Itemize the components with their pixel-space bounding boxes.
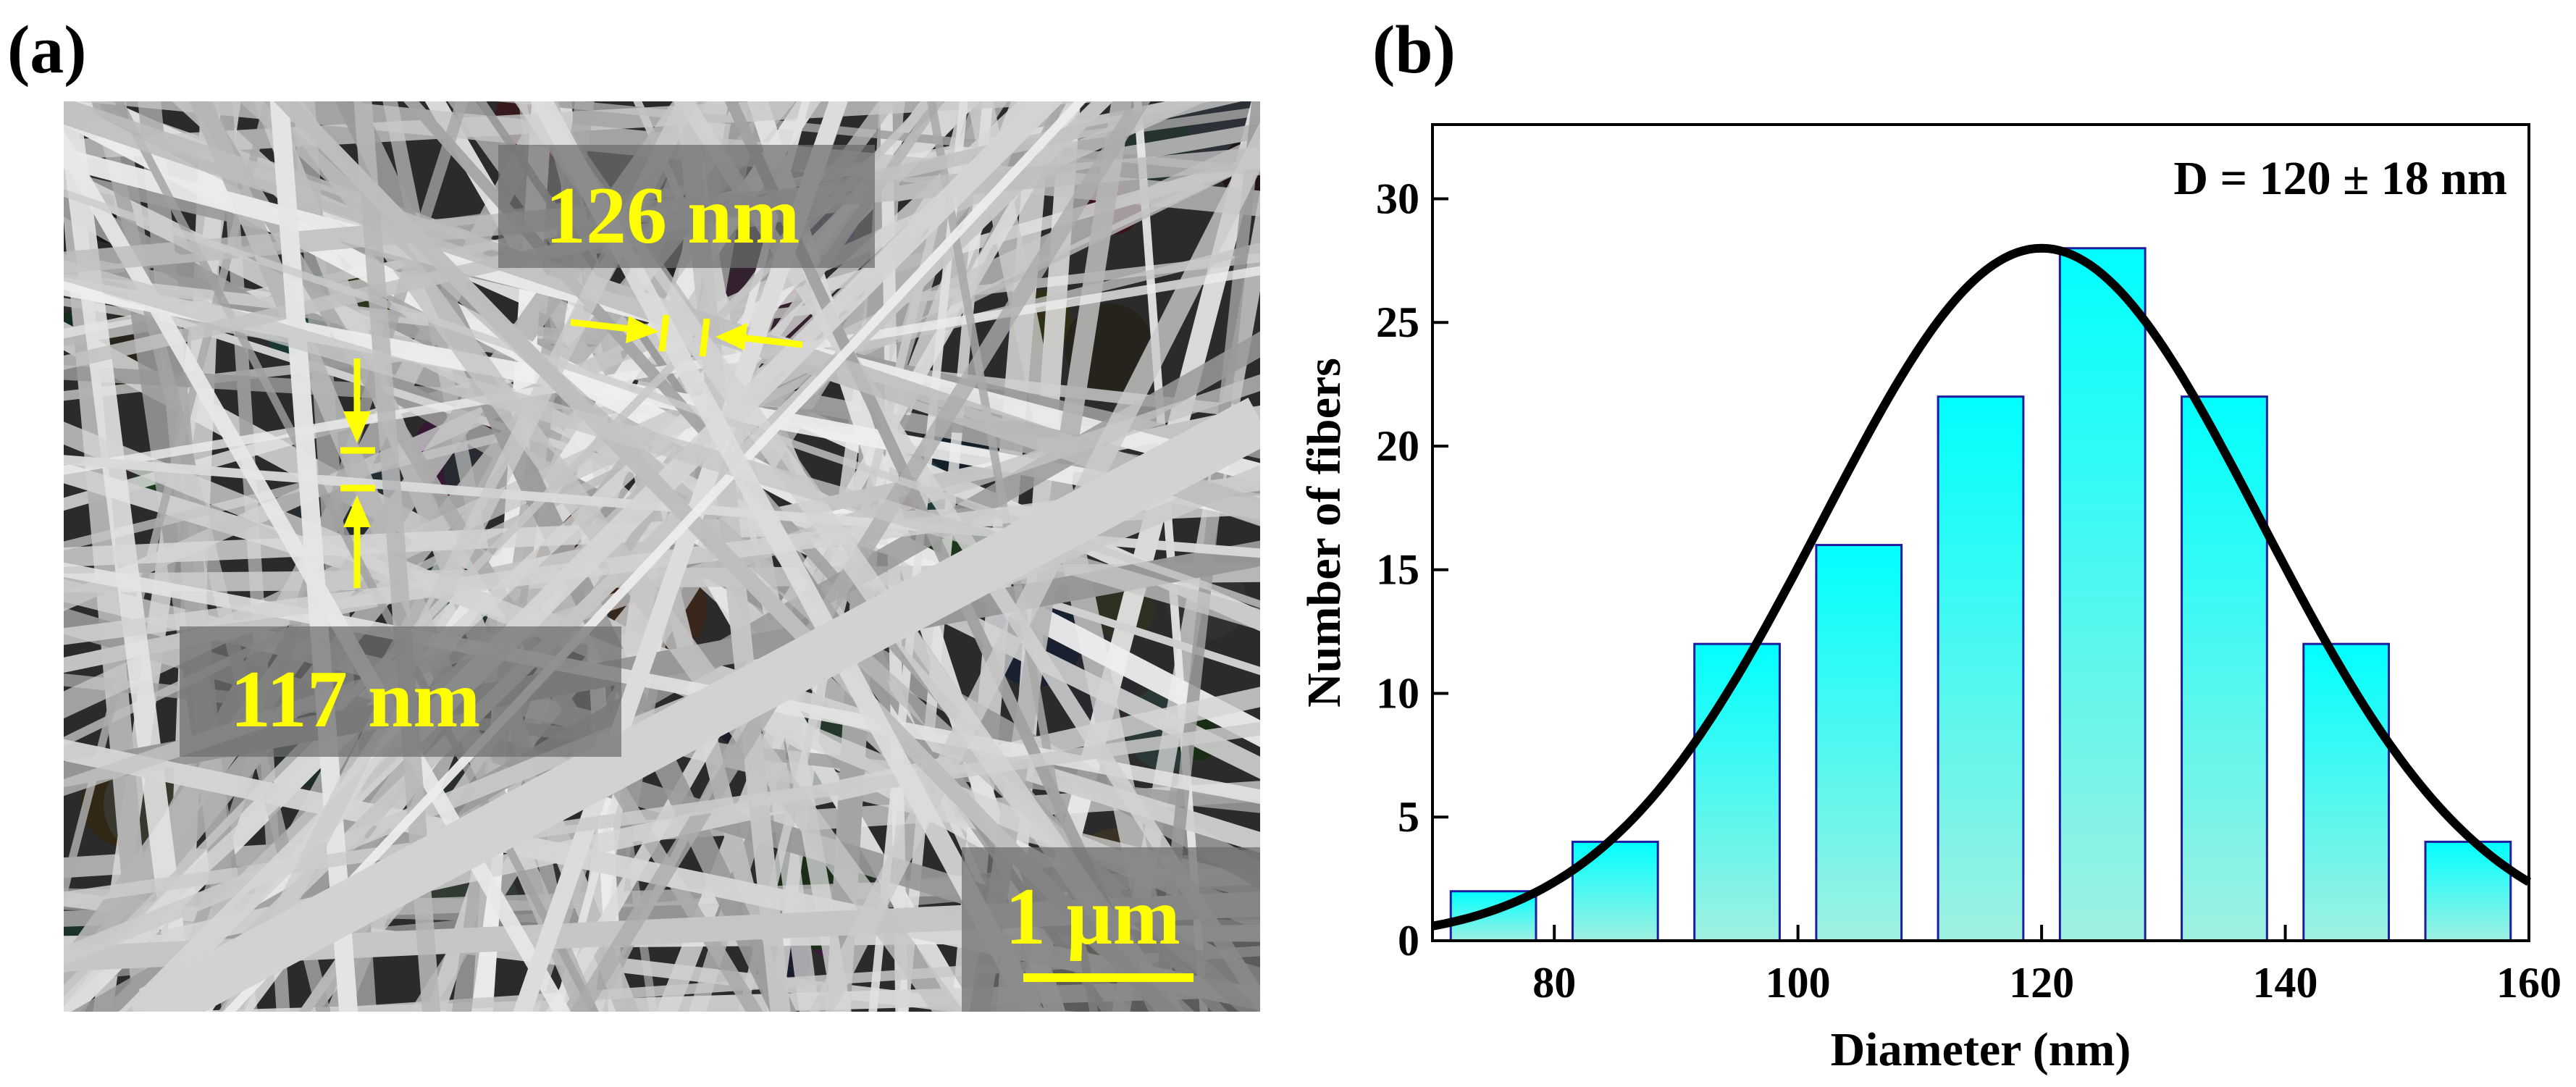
sem-fiber xyxy=(64,562,1260,805)
y-axis-label: Number of fibers xyxy=(1298,358,1351,708)
histogram-bar xyxy=(1815,544,1903,942)
y-tick-label: 0 xyxy=(1398,917,1419,965)
y-tick-label: 30 xyxy=(1376,175,1419,222)
bar-group xyxy=(1449,247,2512,942)
gaussian-fit-curve xyxy=(1431,243,2532,931)
histogram-bar xyxy=(1693,642,1781,942)
histogram-chart: 0 5 10 15 20 25 30 80 100 120 140 160 D = 120 ± 18… xyxy=(1298,123,2562,1076)
measure-arrow-left-126 xyxy=(570,319,637,333)
sem-fiber xyxy=(64,721,1260,905)
sem-fiber xyxy=(119,101,1064,1012)
measurement-126nm: 126 nm xyxy=(545,171,800,261)
measurement-overlay xyxy=(340,314,1193,982)
label-backdrop-117 xyxy=(180,626,621,757)
y-tick-label: 10 xyxy=(1376,669,1419,717)
y-tick-label: 20 xyxy=(1376,422,1419,470)
sem-fiber xyxy=(64,259,1260,631)
histogram-bar xyxy=(2302,642,2391,942)
arrowhead-bottom-117 xyxy=(343,495,371,527)
y-tick-label: 15 xyxy=(1376,546,1419,594)
histogram-bar xyxy=(1937,395,2025,942)
mean-diameter-annotation: D = 120 ± 18 nm xyxy=(2173,152,2507,205)
panel-a-label: (a) xyxy=(7,12,87,88)
arrowhead-left-126 xyxy=(626,316,659,343)
sem-image: 126 nm 117 nm 1 µm xyxy=(64,101,1260,1012)
plot-frame xyxy=(1431,123,2530,942)
x-tick-label: 100 xyxy=(1766,959,1831,1007)
sem-fiber xyxy=(269,101,358,1012)
x-tick-label: 140 xyxy=(2253,959,2318,1007)
histogram-bar xyxy=(2181,395,2268,942)
scale-bar-label: 1 µm xyxy=(1005,872,1180,962)
measure-arrow-right-126 xyxy=(739,334,803,348)
arrowhead-right-126 xyxy=(716,323,747,351)
arrowhead-top-117 xyxy=(343,411,371,443)
x-axis-label: Diameter (nm) xyxy=(1831,1023,2131,1076)
scale-backdrop xyxy=(962,847,1260,1012)
x-tick-label: 80 xyxy=(1532,959,1576,1007)
sem-thick-fiber xyxy=(138,398,1260,1012)
y-tick-label: 25 xyxy=(1376,298,1419,346)
x-tick-label: 120 xyxy=(2009,959,2074,1007)
measurement-117nm: 117 nm xyxy=(230,655,481,744)
y-tick-label: 5 xyxy=(1398,793,1419,841)
panel-b-label: (b) xyxy=(1372,12,1456,88)
histogram-bar xyxy=(2058,247,2147,942)
x-tick-label: 160 xyxy=(2496,959,2562,1007)
label-backdrop-126 xyxy=(498,145,875,268)
tick-right-126 xyxy=(699,318,710,357)
sem-fiber xyxy=(64,130,571,1012)
tick-left-126 xyxy=(658,314,670,352)
y-axis-ticks: 0 5 10 15 20 25 30 xyxy=(1376,175,1448,965)
sem-fiber xyxy=(64,101,1113,160)
x-axis-ticks: 80 100 120 140 160 xyxy=(1532,925,2562,1007)
sem-fiber xyxy=(64,188,1260,608)
